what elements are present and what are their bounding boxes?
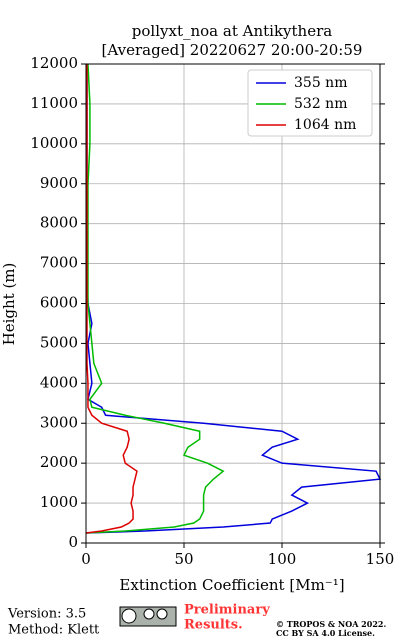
x-tick-label: 0: [81, 550, 91, 568]
cc-icon: [119, 606, 177, 627]
chart-title: pollyxt_noa at Antikythera: [132, 22, 332, 40]
legend-label: 532 nm: [294, 96, 347, 112]
x-tick-label: 100: [268, 550, 297, 568]
y-tick-label: 9000: [40, 174, 78, 192]
y-tick-label: 12000: [30, 54, 78, 72]
legend-label: 1064 nm: [294, 117, 356, 133]
preliminary: Results.: [184, 618, 243, 633]
y-tick-label: 8000: [40, 214, 78, 232]
preliminary: Preliminary: [184, 603, 270, 618]
y-tick-label: 4000: [40, 373, 78, 391]
legend-box: [247, 69, 373, 137]
y-tick-label: 10000: [30, 134, 78, 152]
plot-frame: [85, 63, 381, 544]
copyright: CC BY SA 4.0 License.: [276, 628, 375, 638]
legend: 355 nm 532 nm 1064 nm: [247, 69, 373, 137]
y-axis-label: Height (m): [0, 263, 18, 346]
version: Version: 3.5: [7, 607, 86, 622]
copyright: © TROPOS & NOA 2022.: [276, 619, 386, 629]
y-tick-label: 7000: [40, 254, 78, 272]
y-tick-label: 0: [68, 533, 78, 551]
legend-label: 355 nm: [294, 75, 347, 91]
x-tick-label: 150: [366, 550, 395, 568]
y-tick-label: 3000: [40, 413, 78, 431]
y-tick-label: 1000: [40, 493, 78, 511]
chart-subtitle: [Averaged] 20220627 20:00-20:59: [102, 41, 363, 59]
x-tick-label: 50: [174, 550, 193, 568]
y-tick-label: 11000: [30, 94, 78, 112]
y-tick-label: 2000: [40, 453, 78, 471]
y-tick-label: 5000: [40, 333, 78, 351]
method: Method: Klett: [8, 623, 100, 638]
profile-line: [85, 63, 225, 534]
y-tick-label: 6000: [40, 294, 78, 312]
x-axis-label: Extinction Coefficient [Mm⁻¹]: [119, 576, 344, 594]
profile-line: [85, 64, 138, 534]
